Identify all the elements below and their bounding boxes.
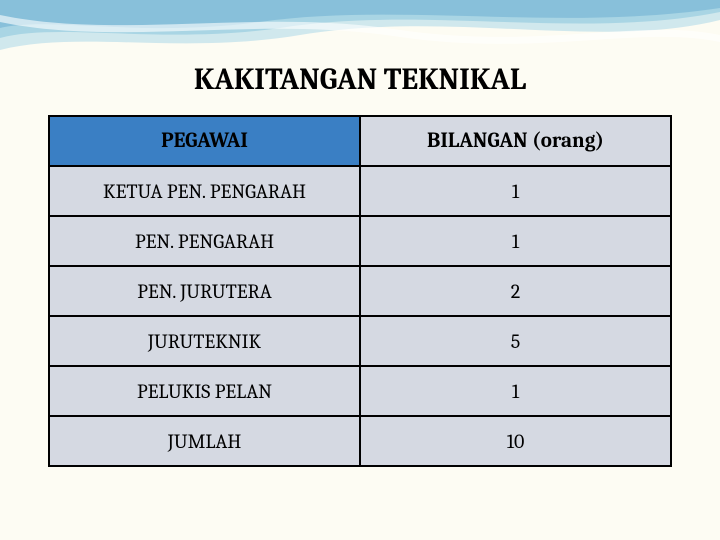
table-row: PELUKIS PELAN1 bbox=[49, 366, 671, 416]
staff-table-container: PEGAWAI BILANGAN (orang) KETUA PEN. PENG… bbox=[48, 115, 672, 467]
table-row: PEN. JURUTERA2 bbox=[49, 266, 671, 316]
table-row: JURUTEKNIK5 bbox=[49, 316, 671, 366]
cell-bilangan: 1 bbox=[360, 166, 671, 216]
table-body: KETUA PEN. PENGARAH1PEN. PENGARAH1PEN. J… bbox=[49, 166, 671, 466]
header-bilangan: BILANGAN (orang) bbox=[360, 116, 671, 166]
header-pegawai: PEGAWAI bbox=[49, 116, 360, 166]
cell-pegawai: PELUKIS PELAN bbox=[49, 366, 360, 416]
cell-pegawai: JURUTEKNIK bbox=[49, 316, 360, 366]
table-row: PEN. PENGARAH1 bbox=[49, 216, 671, 266]
cell-bilangan: 2 bbox=[360, 266, 671, 316]
cell-pegawai: PEN. JURUTERA bbox=[49, 266, 360, 316]
cell-bilangan: 1 bbox=[360, 216, 671, 266]
table-row: JUMLAH10 bbox=[49, 416, 671, 466]
table-row: KETUA PEN. PENGARAH1 bbox=[49, 166, 671, 216]
cell-bilangan: 1 bbox=[360, 366, 671, 416]
cell-pegawai: PEN. PENGARAH bbox=[49, 216, 360, 266]
cell-pegawai: KETUA PEN. PENGARAH bbox=[49, 166, 360, 216]
cell-bilangan: 10 bbox=[360, 416, 671, 466]
cell-pegawai: JUMLAH bbox=[49, 416, 360, 466]
staff-table: PEGAWAI BILANGAN (orang) KETUA PEN. PENG… bbox=[48, 115, 672, 467]
table-header-row: PEGAWAI BILANGAN (orang) bbox=[49, 116, 671, 166]
page-title: KAKITANGAN TEKNIKAL bbox=[0, 62, 720, 97]
cell-bilangan: 5 bbox=[360, 316, 671, 366]
